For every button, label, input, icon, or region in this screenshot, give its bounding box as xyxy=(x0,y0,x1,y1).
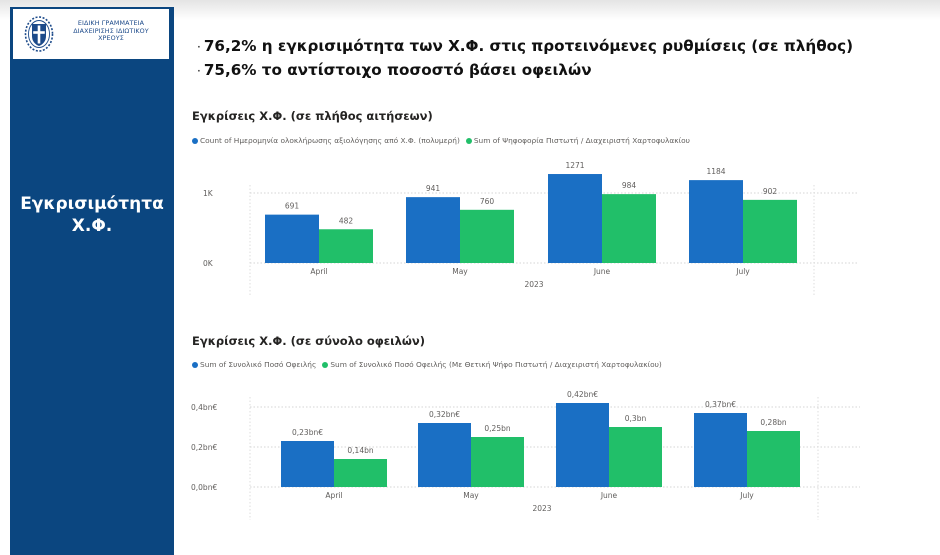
bar-green[interactable] xyxy=(743,199,797,263)
x-tick-label: May xyxy=(452,267,468,276)
x-tick-label: July xyxy=(735,267,750,276)
y-tick-label: 0,0bn€ xyxy=(191,483,217,492)
bar-green[interactable] xyxy=(747,431,800,487)
key-findings: · 76,2% η εγκρισιμότητα των Χ.Φ. στις προ… xyxy=(197,35,853,83)
y-tick-label: 0,4bn€ xyxy=(191,403,217,412)
data-label: 984 xyxy=(622,181,637,190)
bar-green[interactable] xyxy=(609,427,662,487)
bar-green[interactable] xyxy=(460,209,514,263)
data-label: 1184 xyxy=(706,167,725,176)
chart2-legend-item-1[interactable]: Sum of Συνολικό Ποσό Οφειλής xyxy=(192,360,316,369)
bar-green[interactable] xyxy=(602,194,656,263)
chart1-legend-item-2[interactable]: Sum of Ψηφοφορία Πιστωτή / Διαχειριστή Χ… xyxy=(465,136,690,145)
bar-blue[interactable] xyxy=(418,423,471,487)
x-tick-label: May xyxy=(463,491,479,500)
y-tick-label: 0K xyxy=(203,259,214,268)
chart2-legend: Sum of Συνολικό Ποσό Οφειλής Sum of Συνο… xyxy=(192,360,668,369)
data-label: 0,37bn€ xyxy=(705,400,736,409)
bullet-dot-icon: · xyxy=(197,40,201,54)
data-label: 1271 xyxy=(565,161,584,170)
legend-dot-green-icon xyxy=(322,361,329,368)
x-axis-label: 2023 xyxy=(524,280,543,289)
sidebar xyxy=(10,7,174,555)
data-label: 0,32bn€ xyxy=(429,410,460,419)
logo: ΕΙΔΙΚΗ ΓΡΑΜΜΑΤΕΙΑ ΔΙΑΧΕΙΡΙΣΗΣ ΙΔΙΩΤΙΚΟΥ … xyxy=(13,9,169,59)
bar-blue[interactable] xyxy=(406,197,460,263)
bar-blue[interactable] xyxy=(265,214,319,263)
data-label: 0,23bn€ xyxy=(292,428,323,437)
data-label: 0,25bn xyxy=(484,424,510,433)
bullet-item: · 75,6% το αντίστοιχο ποσοστό βάσει οφειλ… xyxy=(197,61,592,79)
chart2-title: Εγκρίσεις Χ.Φ. (σε σύνολο οφειλών) xyxy=(192,334,426,348)
y-tick-label: 0,2bn€ xyxy=(191,443,217,452)
data-label: 482 xyxy=(339,216,354,225)
bullet-dot-icon: · xyxy=(197,64,201,78)
x-tick-label: April xyxy=(310,267,327,276)
data-label: 0,14bn xyxy=(347,446,373,455)
chart2-legend-item-2[interactable]: Sum of Συνολικό Ποσό Οφειλής (Με Θετική … xyxy=(322,360,662,369)
bar-blue[interactable] xyxy=(556,403,609,487)
chart1-title: Εγκρίσεις Χ.Φ. (σε πλήθος αιτήσεων) xyxy=(192,109,433,123)
bar-green[interactable] xyxy=(471,437,524,487)
x-tick-label: July xyxy=(739,491,754,500)
bar-blue[interactable] xyxy=(548,174,602,263)
data-label: 0,3bn xyxy=(625,414,647,423)
data-label: 902 xyxy=(763,187,778,196)
bar-blue[interactable] xyxy=(694,413,747,487)
bullet-item: · 76,2% η εγκρισιμότητα των Χ.Φ. στις προ… xyxy=(197,37,854,55)
bar-blue[interactable] xyxy=(281,441,334,487)
x-tick-label: June xyxy=(593,267,611,276)
x-tick-label: June xyxy=(600,491,618,500)
bar-blue[interactable] xyxy=(689,180,743,263)
bar-green[interactable] xyxy=(334,459,387,487)
legend-dot-green-icon xyxy=(465,137,472,144)
x-tick-label: April xyxy=(325,491,342,500)
chart1-legend-item-1[interactable]: Count of Ημερομηνία ολοκλήρωσης αξιολόγη… xyxy=(192,136,460,145)
data-label: 0,28bn xyxy=(760,418,786,427)
chart1-legend: Count of Ημερομηνία ολοκλήρωσης αξιολόγη… xyxy=(192,136,696,145)
data-label: 760 xyxy=(480,197,495,206)
sidebar-title: Εγκρισιμότητα Χ.Φ. xyxy=(20,194,164,236)
top-bar xyxy=(0,0,940,20)
logo-text: ΕΙΔΙΚΗ ΓΡΑΜΜΑΤΕΙΑ ΔΙΑΧΕΙΡΙΣΗΣ ΙΔΙΩΤΙΚΟΥ … xyxy=(73,19,149,43)
data-label: 0,42bn€ xyxy=(567,390,598,399)
legend-dot-blue-icon xyxy=(192,361,198,368)
greek-emblem-icon xyxy=(24,16,54,52)
x-axis-label: 2023 xyxy=(532,504,551,513)
bar-green[interactable] xyxy=(319,229,373,263)
data-label: 691 xyxy=(285,202,300,211)
y-tick-label: 1K xyxy=(203,189,214,198)
data-label: 941 xyxy=(426,184,441,193)
legend-dot-blue-icon xyxy=(192,137,198,144)
